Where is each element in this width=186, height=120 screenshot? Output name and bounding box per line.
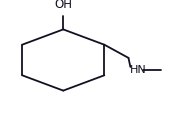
Text: HN: HN [129,65,146,75]
Text: OH: OH [54,0,72,11]
